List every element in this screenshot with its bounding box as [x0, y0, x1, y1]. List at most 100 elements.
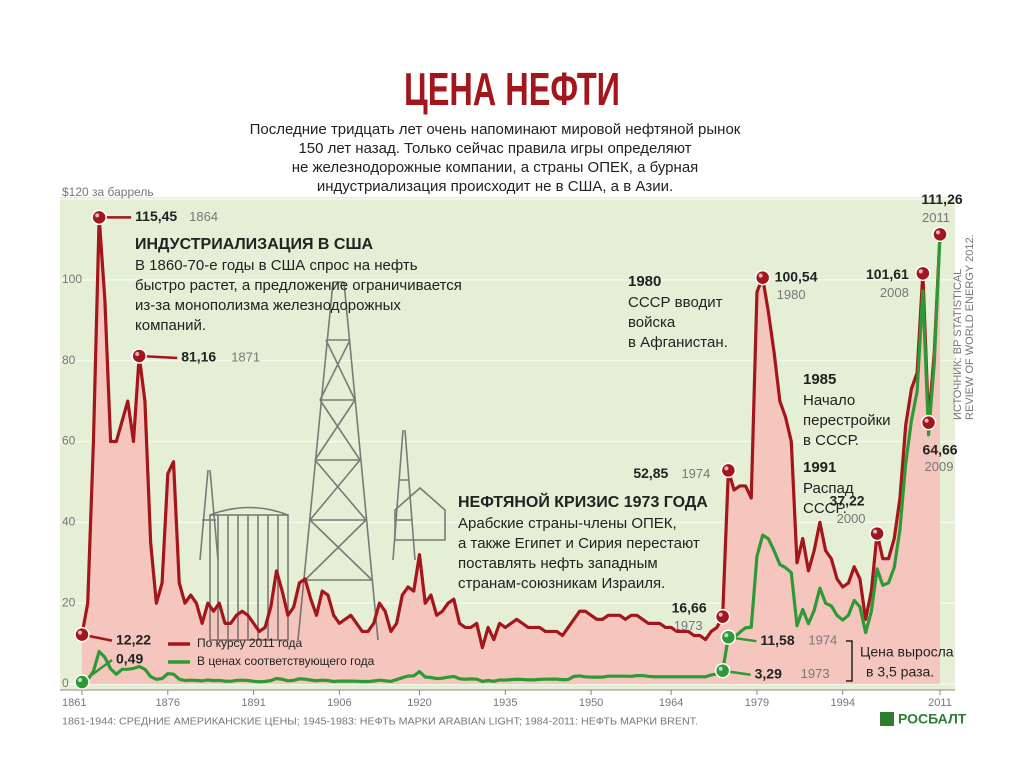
foreground-layer: ЦЕНА НЕФТИ Последние тридцать лет очень …: [60, 63, 976, 728]
subtitle-line: 150 лет назад. Только сейчас правила игр…: [298, 140, 691, 157]
source-line: REVIEW OF WORLD ENERGY 2012.: [964, 234, 976, 420]
derrick-illustration: [199, 281, 446, 641]
annotation-line: быстро растет, а предложение ограничивае…: [135, 277, 462, 294]
source-line: ИСТОЧНИК: BP STATISTICAL: [952, 269, 964, 420]
point-highlight: [936, 230, 940, 235]
year-label: 1980: [777, 287, 806, 302]
legend-label: По курсу 2011 года: [197, 636, 303, 650]
annotation-line: Арабские страны-члены ОПЕК,: [458, 515, 677, 532]
point-marker: [932, 226, 948, 243]
value-label: 101,61: [866, 266, 909, 282]
point-highlight: [724, 466, 729, 471]
value-label: 0,49: [116, 651, 143, 667]
x-tick-label: 1861: [62, 697, 86, 709]
annotation-line: СССР.: [803, 500, 847, 517]
point-highlight: [724, 633, 729, 638]
y-tick-label: 60: [62, 434, 76, 448]
year-label: 2000: [837, 511, 866, 526]
annotation-line: Распад: [803, 480, 854, 497]
value-label: 81,16: [181, 349, 216, 365]
brand-icon: [880, 712, 894, 726]
x-tick-label: 1994: [831, 697, 855, 709]
x-tick-label: 1979: [745, 697, 769, 709]
point-marker: [754, 269, 771, 286]
annotation-line: Начало: [803, 392, 855, 409]
note-line: Цена выросла: [860, 644, 954, 660]
value-label: 100,54: [775, 268, 818, 284]
x-tick-label: 1876: [156, 697, 180, 709]
x-tick-label: 2011: [928, 697, 952, 709]
note-bracket: [846, 640, 853, 682]
annotation-line: перестройки: [803, 412, 891, 429]
point-highlight: [135, 351, 140, 356]
year-label: 2011: [922, 210, 950, 225]
brand: РОСБАЛТ: [898, 711, 967, 727]
annotation-line: странам-союзникам Израиля.: [458, 575, 665, 592]
point-highlight: [78, 630, 82, 635]
year-label: 2008: [880, 285, 909, 300]
annotation-line: войска: [628, 314, 676, 331]
point-highlight: [873, 529, 878, 534]
footnote: 1861-1944: СРЕДНИЕ АМЕРИКАНСКИЕ ЦЕНЫ; 19…: [62, 717, 698, 728]
annotation-line: В 1860-70-е годы в США спрос на нефть: [135, 257, 418, 274]
annotation-line: в СССР.: [803, 432, 859, 449]
annotation-line: а также Египет и Сирия перестают: [458, 535, 700, 552]
y-tick-label: 80: [62, 353, 76, 367]
point-marker: [714, 662, 731, 679]
derrick: [297, 281, 379, 641]
value-label: 111,26: [921, 191, 962, 207]
annotation-heading: 1985: [803, 371, 836, 388]
point-marker: [74, 626, 90, 643]
annotation-line: из-за монополизма железнодорожных: [135, 297, 401, 314]
point-marker: [91, 209, 107, 226]
x-tick-label: 1891: [241, 697, 265, 709]
subtitle-line: индустриализация происходит не в США, а …: [317, 178, 673, 195]
x-tick-label: 1906: [327, 697, 351, 709]
point-marker: [131, 348, 147, 364]
point-marker: [714, 608, 731, 625]
point-highlight: [918, 269, 923, 274]
year-label: 1974: [808, 633, 837, 648]
point-marker: [74, 674, 90, 690]
x-tick-label: 1950: [579, 697, 603, 709]
annotation-line: поставлять нефть западным: [458, 555, 658, 572]
value-label: 12,22: [116, 631, 151, 647]
tank: [209, 514, 289, 641]
value-label: 3,29: [755, 665, 782, 681]
point-highlight: [924, 418, 929, 423]
point-highlight: [718, 666, 723, 671]
small-derricks: [199, 429, 416, 561]
point-marker: [920, 414, 937, 431]
house: [394, 486, 446, 541]
year-label: 1973: [674, 618, 703, 633]
annotation-heading: 1991: [803, 459, 836, 476]
y-tick-label: 20: [62, 595, 76, 609]
annotation-line: СССР вводит: [628, 294, 723, 311]
legend-label: В ценах соответствующего года: [197, 654, 375, 668]
point-highlight: [78, 678, 82, 683]
y-tick-label: 0: [62, 676, 69, 690]
annotation-heading: ИНДУСТРИАЛИЗАЦИЯ В США: [135, 236, 374, 253]
annotation-line: в Афганистан.: [628, 334, 728, 351]
y-tick-label: $120 за баррель: [62, 185, 154, 199]
year-label: 1974: [681, 466, 710, 481]
point-marker: [915, 265, 931, 282]
annotation-line: компаний.: [135, 317, 206, 334]
x-tick-label: 1935: [493, 697, 517, 709]
note-line: в 3,5 раза.: [866, 664, 934, 680]
value-label: 16,66: [672, 599, 707, 615]
x-tick-label: 1920: [407, 697, 431, 709]
year-label: 1871: [231, 349, 260, 364]
point-highlight: [718, 612, 723, 617]
subtitle-line: Последние тридцать лет очень напоминают …: [250, 121, 741, 138]
point-marker: [720, 462, 737, 479]
annotation-heading: НЕФТЯНОЙ КРИЗИС 1973 ГОДА: [458, 492, 708, 511]
annotation-heading: 1980: [628, 273, 661, 290]
year-label: 1973: [801, 666, 830, 681]
value-label: 64,66: [923, 441, 958, 457]
value-label: 52,85: [633, 465, 668, 481]
y-tick-label: 100: [62, 272, 82, 286]
point-marker: [720, 629, 737, 645]
value-label: 37,22: [830, 492, 865, 508]
value-label: 11,58: [760, 632, 794, 648]
